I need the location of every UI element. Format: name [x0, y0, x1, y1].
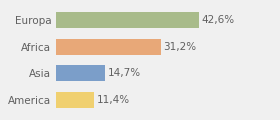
Text: 14,7%: 14,7%	[108, 68, 141, 78]
Bar	[56, 12, 199, 28]
Text: 42,6%: 42,6%	[202, 15, 235, 25]
Bar	[56, 65, 105, 81]
Text: 31,2%: 31,2%	[164, 42, 197, 52]
Text: 11,4%: 11,4%	[97, 95, 130, 105]
Bar	[56, 92, 94, 108]
Bar	[56, 39, 161, 55]
